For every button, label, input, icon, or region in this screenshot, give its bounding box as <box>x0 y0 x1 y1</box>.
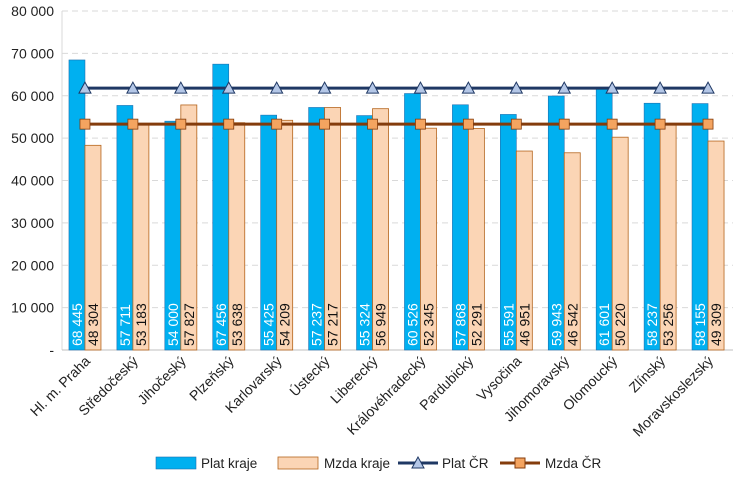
legend-label-mzda-cr: Mzda ČR <box>545 456 602 471</box>
y-tick-label: 40 000 <box>11 173 54 189</box>
data-label-mzda: 57 827 <box>181 303 197 346</box>
y-tick-label: 30 000 <box>11 215 54 231</box>
marker-plat-cr <box>653 81 667 94</box>
data-label-plat: 55 591 <box>500 303 516 346</box>
legend-label-mzda-kraje: Mzda kraje <box>324 456 390 471</box>
marker-plat-cr <box>605 81 620 94</box>
marker-mzda-cr <box>510 118 522 130</box>
y-tick-label: - <box>49 342 54 358</box>
x-tick-label: Moravskoslezský <box>629 353 716 440</box>
marker-plat-cr <box>701 81 715 94</box>
data-label-mzda: 53 256 <box>660 303 676 346</box>
marker-mzda-cr <box>654 118 666 130</box>
marker-plat-cr <box>413 81 428 94</box>
marker-plat-cr <box>557 81 572 94</box>
x-tick-label: Jihočeský <box>134 353 189 408</box>
bar-mzda-kraje <box>324 107 342 351</box>
bar-mzda-kraje <box>707 140 725 351</box>
data-label-mzda: 49 309 <box>708 303 724 346</box>
marker-plat-cr <box>269 81 284 94</box>
data-label-mzda: 53 183 <box>133 303 149 346</box>
marker-mzda-cr <box>462 118 474 130</box>
data-label-plat: 67 456 <box>213 303 229 346</box>
data-label-plat: 57 868 <box>452 303 468 346</box>
data-label-plat: 59 943 <box>548 303 564 346</box>
bar-mzda-kraje <box>420 127 437 351</box>
legend-marker-plat-cr <box>411 455 425 469</box>
bar-mzda-kraje <box>84 144 102 351</box>
bar-mzda-kraje <box>467 128 485 351</box>
data-label-plat: 58 237 <box>644 303 660 346</box>
data-label-plat: 54 000 <box>165 303 181 346</box>
bar-mzda-kraje <box>515 150 533 351</box>
y-tick-label: 80 000 <box>11 3 54 19</box>
data-label-plat: 57 237 <box>309 303 325 346</box>
legend-swatch-mzda-kraje <box>277 456 319 470</box>
marker-mzda-cr <box>558 118 570 130</box>
bar-mzda-kraje <box>180 104 198 351</box>
marker-plat-cr <box>78 81 92 94</box>
y-tick-label: 20 000 <box>11 257 54 273</box>
data-label-plat: 60 526 <box>404 303 420 346</box>
marker-plat-cr <box>365 81 380 94</box>
data-label-plat: 55 425 <box>261 303 277 346</box>
y-tick-label: 60 000 <box>11 88 54 104</box>
data-label-plat: 55 324 <box>357 303 373 346</box>
data-label-mzda: 50 220 <box>612 303 628 346</box>
data-label-mzda: 54 209 <box>277 303 293 346</box>
y-tick-label: 50 000 <box>11 130 54 146</box>
y-tick-label: 10 000 <box>11 300 54 316</box>
bar-mzda-kraje <box>276 119 294 351</box>
data-label-mzda: 46 951 <box>516 303 532 346</box>
data-label-mzda: 48 304 <box>85 303 101 346</box>
bar-mzda-kraje <box>563 152 581 351</box>
data-label-mzda: 56 949 <box>373 303 389 346</box>
data-label-mzda: 52 291 <box>468 303 484 346</box>
data-label-plat: 58 155 <box>692 303 708 346</box>
marker-mzda-cr <box>127 118 139 130</box>
legend-label-plat-cr: Plat ČR <box>442 456 489 471</box>
legend-marker-mzda-cr <box>514 457 526 469</box>
marker-mzda-cr <box>606 118 618 130</box>
marker-plat-cr <box>126 81 140 94</box>
marker-mzda-cr <box>175 118 187 130</box>
y-tick-label: 70 000 <box>11 45 54 61</box>
bar-mzda-kraje <box>611 136 629 351</box>
marker-mzda-cr <box>79 118 91 130</box>
data-label-mzda: 57 217 <box>325 303 341 346</box>
legend-swatch-plat-kraje <box>155 456 197 470</box>
marker-mzda-cr <box>319 118 331 130</box>
legend-label-plat-kraje: Plat kraje <box>201 456 257 471</box>
data-label-mzda: 53 638 <box>229 303 245 346</box>
marker-plat-cr <box>461 81 476 94</box>
data-label-mzda: 52 345 <box>420 303 436 346</box>
marker-mzda-cr <box>702 118 714 130</box>
marker-mzda-cr <box>367 118 378 130</box>
marker-plat-cr <box>509 81 524 94</box>
marker-mzda-cr <box>271 118 283 130</box>
data-label-mzda: 46 542 <box>564 303 580 346</box>
marker-mzda-cr <box>223 118 235 130</box>
x-tick-label: Ústecký <box>286 353 333 400</box>
data-label-plat: 68 445 <box>69 303 85 346</box>
marker-mzda-cr <box>415 118 426 130</box>
marker-plat-cr <box>173 81 188 94</box>
marker-plat-cr <box>221 81 236 94</box>
data-label-plat: 61 601 <box>596 303 612 346</box>
marker-plat-cr <box>317 81 332 94</box>
bar-mzda-kraje <box>372 108 389 351</box>
data-label-plat: 57 711 <box>117 304 133 346</box>
x-tick-label: Zlínský <box>626 353 669 396</box>
